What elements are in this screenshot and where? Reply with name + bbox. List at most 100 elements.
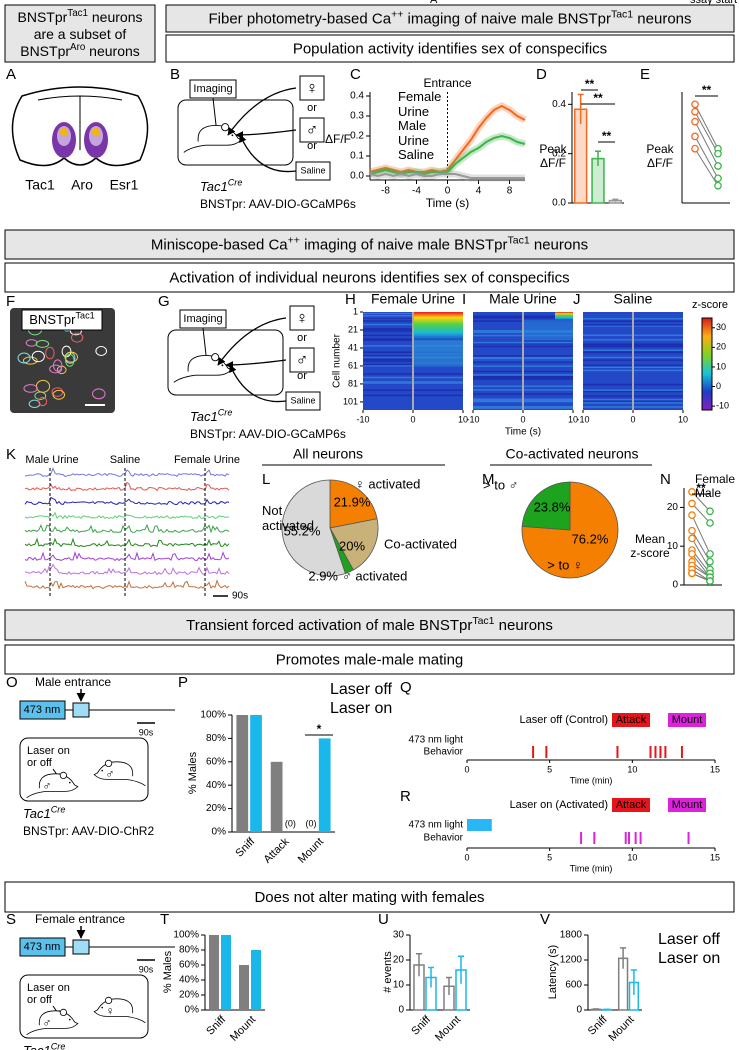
mouse-body xyxy=(93,761,146,787)
header-box xyxy=(4,644,735,675)
genotype: Tac1Cre xyxy=(200,178,242,195)
brain-line xyxy=(37,95,123,150)
calcium-trace xyxy=(24,523,230,534)
laser-state: or off xyxy=(27,757,53,769)
nucleus-tac1 xyxy=(60,128,68,136)
superscript: Aro xyxy=(70,42,86,53)
behavior-event xyxy=(639,832,642,844)
light-pulse xyxy=(72,939,90,955)
pair-line xyxy=(694,136,719,179)
calcium-trace xyxy=(24,563,230,576)
superscript: Tac1 xyxy=(76,311,95,321)
image-label: BNSTprTac1 xyxy=(29,311,94,328)
x-tick-label: -4 xyxy=(412,186,421,197)
header-box xyxy=(4,609,735,641)
header-box xyxy=(4,881,735,913)
y-axis-label: Mean xyxy=(635,532,665,546)
light-on xyxy=(467,819,492,831)
mouse-icon xyxy=(26,771,79,799)
row-label: Behavior xyxy=(424,833,464,844)
pair-line xyxy=(694,111,719,154)
x-tick-label: -10 xyxy=(356,414,369,424)
pie-slice xyxy=(281,479,346,577)
legend-entry: Laser off xyxy=(658,931,721,948)
pie-slice xyxy=(329,518,379,571)
legend-entry: Saline xyxy=(398,147,434,162)
pie-slice xyxy=(329,479,378,529)
legend-entry: Male xyxy=(695,486,721,500)
text-run: Tac1 xyxy=(190,409,218,424)
calcium-trace xyxy=(24,537,230,548)
y-tick-label: 0% xyxy=(185,1005,200,1016)
x-tick-label: Mount xyxy=(296,836,326,866)
mouse-body xyxy=(93,998,146,1024)
text-line: Urine xyxy=(398,104,429,119)
text-run: Does not alter mating with females xyxy=(254,889,484,906)
y-tick-label: 101 xyxy=(343,396,358,406)
category-label: Not activated xyxy=(262,503,314,533)
x-tick-label: Sniff xyxy=(204,1013,229,1038)
text-line: Male xyxy=(398,118,426,133)
y-tick-label: 21 xyxy=(348,324,358,334)
stimulus-box xyxy=(299,75,325,101)
panel-letter: Q xyxy=(400,679,412,696)
pair-line xyxy=(691,503,711,524)
x-tick-label: 0 xyxy=(410,414,415,424)
panel-letter: C xyxy=(350,66,361,83)
y-axis-label: ΔF/F xyxy=(325,132,351,146)
y-tick-label: 100% xyxy=(200,710,226,721)
x-tick-label: -10 xyxy=(466,414,479,424)
x-tick-label: 8 xyxy=(507,186,513,197)
superscript: Cre xyxy=(228,178,243,188)
text-run: Transient forced activation of male BNST… xyxy=(186,617,472,634)
text-run: Miniscope-based Ca xyxy=(151,236,288,253)
stimulus-symbol: ♂ xyxy=(306,120,319,139)
calcium-trace xyxy=(24,496,230,506)
data-point xyxy=(706,557,714,566)
y-axis-label: ΔF/F xyxy=(647,156,673,170)
y-tick-label: 0.4 xyxy=(552,99,566,110)
scale-label: 90s xyxy=(139,964,154,974)
colorbar-tick-label: 30 xyxy=(716,322,726,332)
mouse-ear xyxy=(59,771,68,779)
y-axis-label: Peak xyxy=(539,142,567,156)
cell-contour xyxy=(70,332,84,343)
y-tick-label: 100% xyxy=(173,930,199,941)
text-line: Saline xyxy=(398,147,434,162)
mouse-sex: ♂ xyxy=(43,1016,52,1030)
panel-letter: U xyxy=(378,911,389,928)
bar xyxy=(270,761,283,832)
laser-state: or off xyxy=(27,994,53,1006)
x-tick-label: -10 xyxy=(576,414,589,424)
behavior-event xyxy=(664,746,667,758)
text-run: Population activity identifies sex of co… xyxy=(293,40,607,57)
behavior-event xyxy=(687,832,690,844)
mouse-ear xyxy=(104,996,113,1004)
panel-letter: O xyxy=(6,674,18,691)
image-label-box xyxy=(21,309,103,331)
stimulus-or: or xyxy=(297,370,307,382)
text-line: Not xyxy=(262,503,283,518)
calcium-trace xyxy=(24,467,230,477)
calcium-trace xyxy=(24,550,230,562)
heatmap-response xyxy=(413,312,463,340)
text-line: Urine xyxy=(398,133,429,148)
title-box-line: BNSTprTac1 neurons xyxy=(18,8,143,25)
panel-letter: H xyxy=(345,291,356,308)
scale-label: 90s xyxy=(232,591,248,602)
bar xyxy=(250,715,262,832)
stimulus-symbol: ♀ xyxy=(296,308,309,327)
pair-line xyxy=(691,538,711,570)
x-axis-label: Time (s) xyxy=(505,427,541,438)
legend-entry: Mount xyxy=(672,714,703,726)
arrow xyxy=(217,317,287,366)
x-tick-label: Mount xyxy=(228,1014,258,1044)
chart-title: Co-activated neurons xyxy=(505,446,638,462)
data-point xyxy=(688,569,696,578)
data-point xyxy=(714,162,722,170)
superscript: ++ xyxy=(288,234,300,246)
x-tick-label: Sniff xyxy=(409,1013,434,1038)
trace-label: Saline xyxy=(110,454,141,466)
y-axis-label: Latency (s) xyxy=(547,945,559,999)
category-label: ♂ activated xyxy=(342,568,407,583)
